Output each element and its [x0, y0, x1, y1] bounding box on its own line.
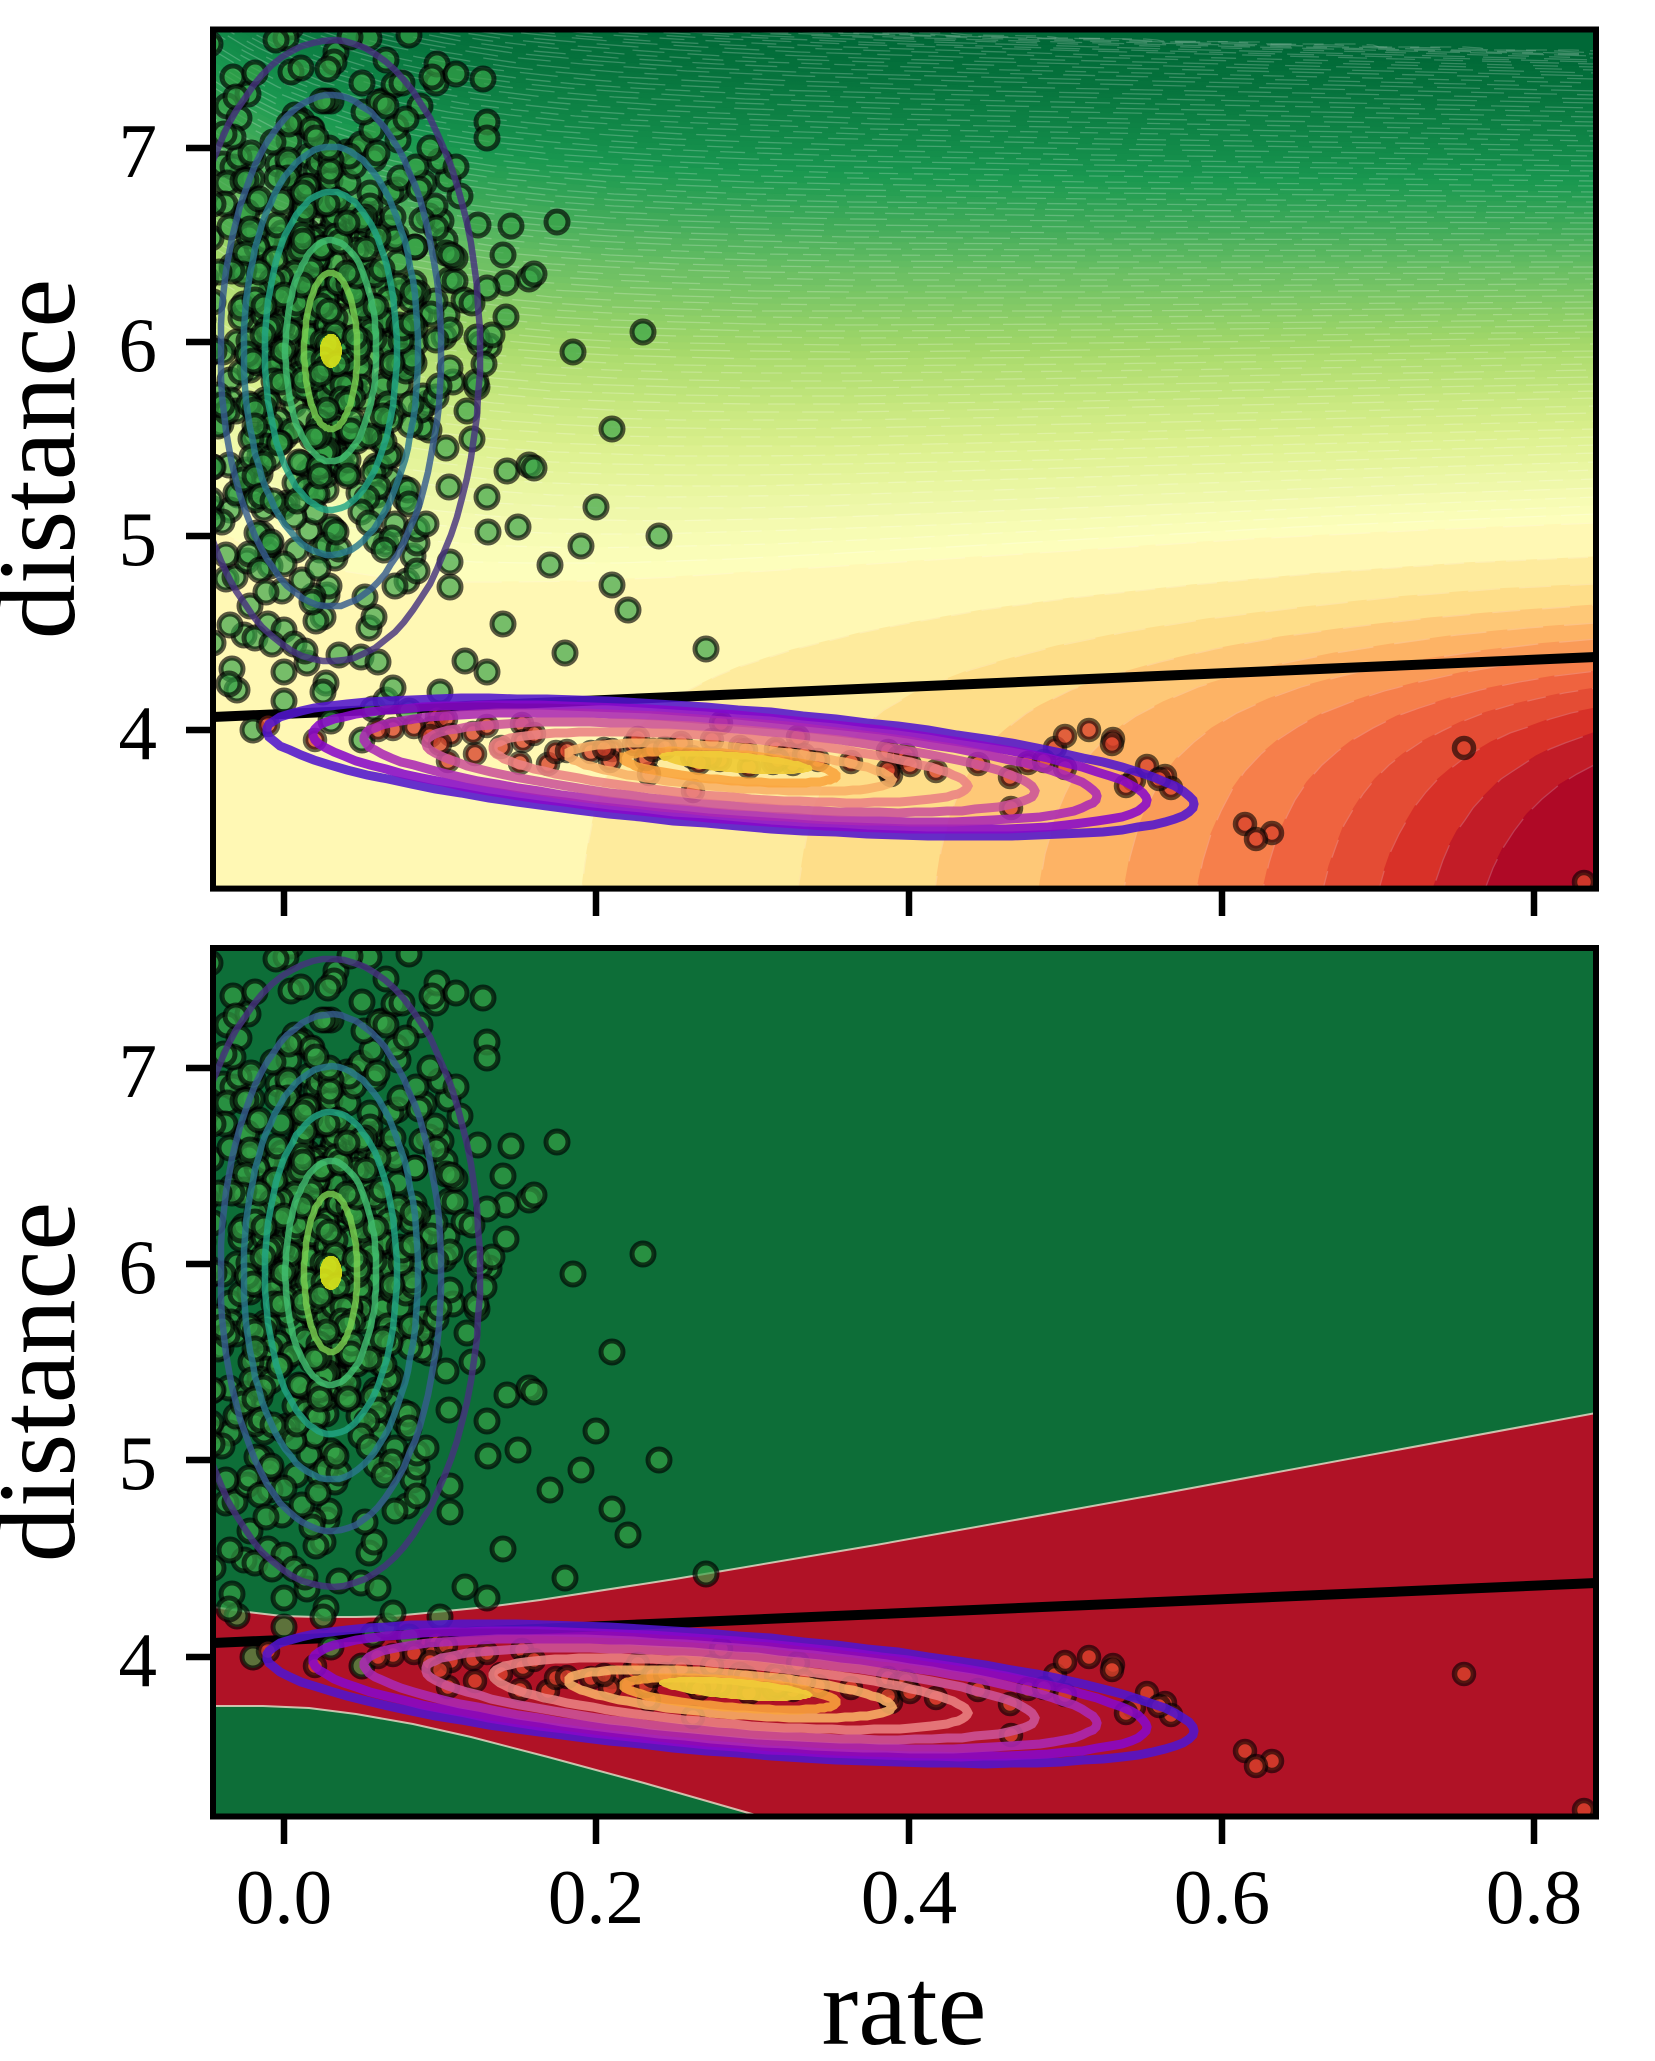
svg-text:distance: distance	[0, 1202, 98, 1562]
svg-text:6: 6	[119, 1224, 158, 1310]
svg-text:5: 5	[119, 496, 158, 582]
svg-text:4: 4	[119, 690, 158, 776]
svg-text:0.4: 0.4	[861, 1854, 957, 1940]
svg-text:7: 7	[119, 1028, 158, 1114]
svg-text:5: 5	[119, 1420, 158, 1506]
svg-text:0.6: 0.6	[1174, 1854, 1270, 1940]
svg-text:6: 6	[119, 302, 158, 388]
svg-text:4: 4	[119, 1617, 158, 1703]
svg-text:7: 7	[119, 108, 158, 194]
svg-text:0.8: 0.8	[1486, 1854, 1582, 1940]
svg-text:0.0: 0.0	[236, 1854, 332, 1940]
svg-text:rate: rate	[822, 1946, 987, 2061]
svg-text:distance: distance	[0, 279, 98, 639]
svg-text:0.2: 0.2	[548, 1854, 644, 1940]
